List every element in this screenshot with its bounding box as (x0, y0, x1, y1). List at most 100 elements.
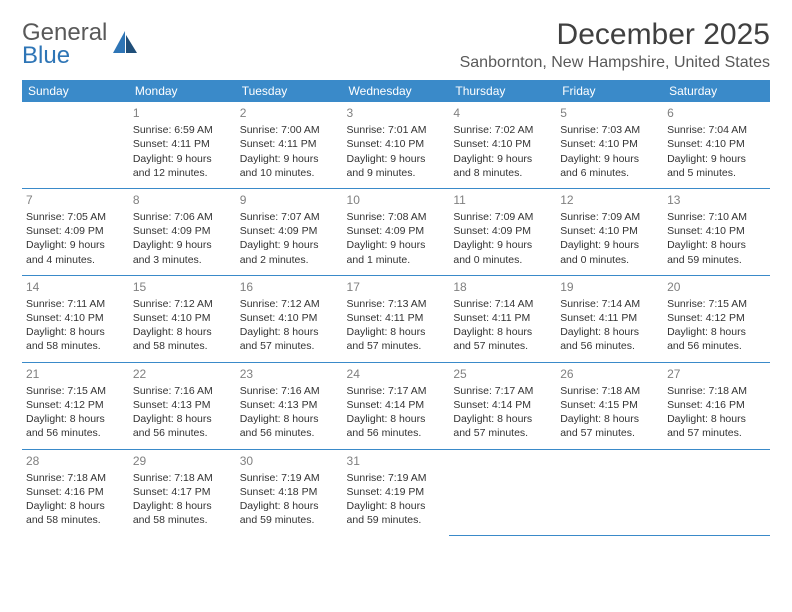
daylight-text: Daylight: 9 hours (560, 152, 659, 166)
logo-sail-icon (111, 29, 139, 60)
daylight-text: Daylight: 9 hours (240, 152, 339, 166)
sunset-text: Sunset: 4:19 PM (347, 485, 446, 499)
calendar-cell: 11Sunrise: 7:09 AMSunset: 4:09 PMDayligh… (449, 188, 556, 275)
daylight-text: and 0 minutes. (453, 253, 552, 267)
daylight-text: Daylight: 8 hours (667, 238, 766, 252)
calendar-cell: 23Sunrise: 7:16 AMSunset: 4:13 PMDayligh… (236, 362, 343, 449)
day-number: 21 (26, 366, 125, 382)
weekday-header: Wednesday (343, 80, 450, 102)
weekday-header: Saturday (663, 80, 770, 102)
sunrise-text: Sunrise: 6:59 AM (133, 123, 232, 137)
daylight-text: Daylight: 9 hours (667, 152, 766, 166)
day-number: 26 (560, 366, 659, 382)
sunset-text: Sunset: 4:13 PM (133, 398, 232, 412)
daylight-text: Daylight: 8 hours (133, 325, 232, 339)
daylight-text: Daylight: 8 hours (240, 499, 339, 513)
sunset-text: Sunset: 4:09 PM (347, 224, 446, 238)
header: General Blue December 2025 Sanbornton, N… (22, 18, 770, 72)
sunset-text: Sunset: 4:09 PM (240, 224, 339, 238)
day-number: 10 (347, 192, 446, 208)
daylight-text: Daylight: 8 hours (240, 325, 339, 339)
sunrise-text: Sunrise: 7:18 AM (667, 384, 766, 398)
daylight-text: and 56 minutes. (560, 339, 659, 353)
calendar-cell: 24Sunrise: 7:17 AMSunset: 4:14 PMDayligh… (343, 362, 450, 449)
daylight-text: and 59 minutes. (240, 513, 339, 527)
daylight-text: Daylight: 9 hours (347, 238, 446, 252)
daylight-text: and 5 minutes. (667, 166, 766, 180)
sunrise-text: Sunrise: 7:16 AM (133, 384, 232, 398)
sunset-text: Sunset: 4:10 PM (453, 137, 552, 151)
sunrise-text: Sunrise: 7:06 AM (133, 210, 232, 224)
sunset-text: Sunset: 4:11 PM (240, 137, 339, 151)
sunrise-text: Sunrise: 7:17 AM (453, 384, 552, 398)
daylight-text: and 12 minutes. (133, 166, 232, 180)
daylight-text: Daylight: 9 hours (240, 238, 339, 252)
day-number: 31 (347, 453, 446, 469)
day-number: 24 (347, 366, 446, 382)
sunrise-text: Sunrise: 7:04 AM (667, 123, 766, 137)
daylight-text: and 57 minutes. (560, 426, 659, 440)
daylight-text: Daylight: 9 hours (453, 152, 552, 166)
daylight-text: and 4 minutes. (26, 253, 125, 267)
sunrise-text: Sunrise: 7:03 AM (560, 123, 659, 137)
sunrise-text: Sunrise: 7:08 AM (347, 210, 446, 224)
day-number: 25 (453, 366, 552, 382)
sunrise-text: Sunrise: 7:17 AM (347, 384, 446, 398)
calendar-cell: 3Sunrise: 7:01 AMSunset: 4:10 PMDaylight… (343, 102, 450, 188)
day-number: 27 (667, 366, 766, 382)
day-number: 4 (453, 105, 552, 121)
day-number: 17 (347, 279, 446, 295)
sunset-text: Sunset: 4:10 PM (347, 137, 446, 151)
sunset-text: Sunset: 4:12 PM (26, 398, 125, 412)
daylight-text: Daylight: 9 hours (133, 238, 232, 252)
sunset-text: Sunset: 4:10 PM (667, 137, 766, 151)
daylight-text: and 58 minutes. (133, 339, 232, 353)
calendar-cell (663, 449, 770, 535)
calendar-cell: 29Sunrise: 7:18 AMSunset: 4:17 PMDayligh… (129, 449, 236, 535)
sunrise-text: Sunrise: 7:18 AM (133, 471, 232, 485)
sunrise-text: Sunrise: 7:09 AM (453, 210, 552, 224)
sunset-text: Sunset: 4:10 PM (667, 224, 766, 238)
sunrise-text: Sunrise: 7:19 AM (240, 471, 339, 485)
calendar-table: Sunday Monday Tuesday Wednesday Thursday… (22, 80, 770, 536)
daylight-text: Daylight: 8 hours (667, 325, 766, 339)
daylight-text: and 1 minute. (347, 253, 446, 267)
calendar-cell: 26Sunrise: 7:18 AMSunset: 4:15 PMDayligh… (556, 362, 663, 449)
calendar-cell: 1Sunrise: 6:59 AMSunset: 4:11 PMDaylight… (129, 102, 236, 188)
sunrise-text: Sunrise: 7:19 AM (347, 471, 446, 485)
sunset-text: Sunset: 4:09 PM (133, 224, 232, 238)
weekday-header-row: Sunday Monday Tuesday Wednesday Thursday… (22, 80, 770, 102)
sunrise-text: Sunrise: 7:02 AM (453, 123, 552, 137)
day-number: 13 (667, 192, 766, 208)
sunrise-text: Sunrise: 7:07 AM (240, 210, 339, 224)
sunset-text: Sunset: 4:14 PM (453, 398, 552, 412)
daylight-text: and 2 minutes. (240, 253, 339, 267)
sunrise-text: Sunrise: 7:01 AM (347, 123, 446, 137)
sunset-text: Sunset: 4:11 PM (133, 137, 232, 151)
daylight-text: Daylight: 8 hours (453, 325, 552, 339)
daylight-text: Daylight: 8 hours (667, 412, 766, 426)
sunrise-text: Sunrise: 7:05 AM (26, 210, 125, 224)
day-number: 1 (133, 105, 232, 121)
daylight-text: and 56 minutes. (347, 426, 446, 440)
sunset-text: Sunset: 4:10 PM (560, 137, 659, 151)
calendar-cell: 31Sunrise: 7:19 AMSunset: 4:19 PMDayligh… (343, 449, 450, 535)
calendar-cell: 8 Sunrise: 7:06 AMSunset: 4:09 PMDaylight… (129, 188, 236, 275)
sunset-text: Sunset: 4:16 PM (667, 398, 766, 412)
daylight-text: and 0 minutes. (560, 253, 659, 267)
daylight-text: Daylight: 9 hours (347, 152, 446, 166)
daylight-text: and 59 minutes. (667, 253, 766, 267)
daylight-text: Daylight: 8 hours (26, 499, 125, 513)
day-number: 8 (133, 192, 232, 208)
calendar-cell: 7Sunrise: 7:05 AMSunset: 4:09 PMDaylight… (22, 188, 129, 275)
daylight-text: Daylight: 8 hours (133, 412, 232, 426)
sunrise-text: Sunrise: 7:12 AM (240, 297, 339, 311)
month-title: December 2025 (460, 18, 770, 52)
day-number: 2 (240, 105, 339, 121)
sunset-text: Sunset: 4:10 PM (560, 224, 659, 238)
calendar-cell: 17Sunrise: 7:13 AMSunset: 4:11 PMDayligh… (343, 275, 450, 362)
calendar-cell: 30Sunrise: 7:19 AMSunset: 4:18 PMDayligh… (236, 449, 343, 535)
calendar-cell: 20Sunrise: 7:15 AMSunset: 4:12 PMDayligh… (663, 275, 770, 362)
calendar-cell: 6Sunrise: 7:04 AMSunset: 4:10 PMDaylight… (663, 102, 770, 188)
weekday-header: Monday (129, 80, 236, 102)
